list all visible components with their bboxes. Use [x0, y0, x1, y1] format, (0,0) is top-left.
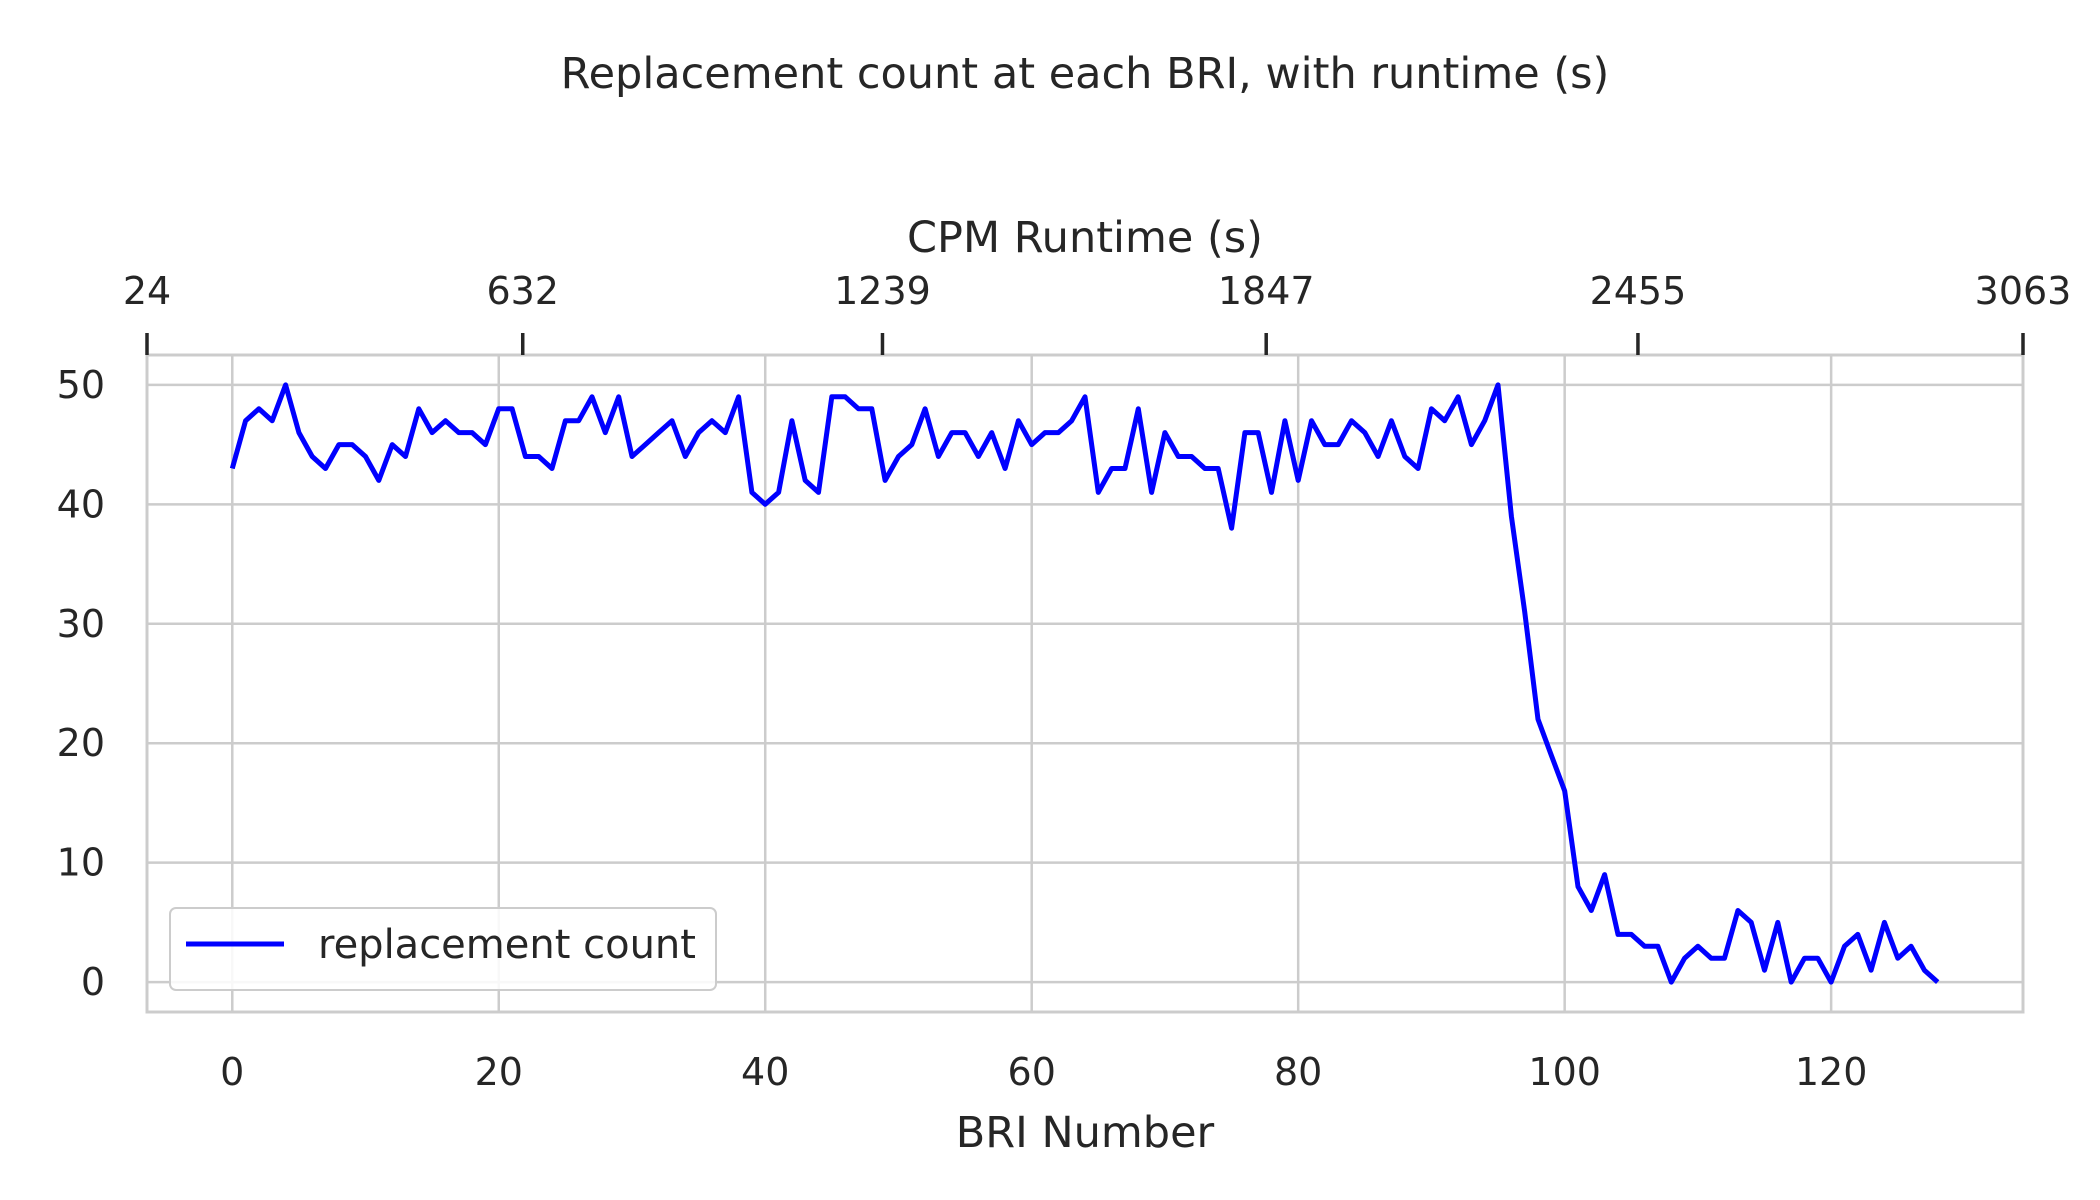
y-tick-label: 0	[81, 960, 105, 1004]
x-tick-label: 40	[741, 1050, 789, 1094]
legend: replacement count	[169, 907, 717, 991]
legend-box	[169, 907, 717, 991]
x-axis-label: BRI Number	[956, 1108, 1215, 1158]
top-tick-label: 3063	[1975, 269, 2072, 313]
x-tick-label: 80	[1274, 1050, 1322, 1094]
grid-lines	[147, 355, 2023, 1012]
y-tick-label: 10	[57, 841, 105, 885]
y-tick-label: 20	[57, 721, 105, 765]
top-tick-label: 24	[123, 269, 171, 313]
x-tick-label: 20	[475, 1050, 523, 1094]
chart-title: Replacement count at each BRI, with runt…	[561, 49, 1610, 99]
top-tick-label: 1847	[1218, 269, 1315, 313]
top-axis-ticks: 24 632 1239 1847 2455 3063	[123, 269, 2072, 355]
legend-label: replacement count	[318, 922, 696, 968]
series-layer	[229, 382, 1940, 985]
y-axis-ticks: 0 10 20 30 40 50	[57, 363, 105, 1004]
x-tick-label: 0	[220, 1050, 244, 1094]
top-tick-label: 632	[486, 269, 559, 313]
x-tick-label: 60	[1008, 1050, 1056, 1094]
y-tick-label: 30	[57, 602, 105, 646]
top-tick-label: 1239	[834, 269, 931, 313]
y-tick-label: 40	[57, 482, 105, 526]
top-axis-label: CPM Runtime (s)	[907, 213, 1263, 263]
x-axis-ticks: 0 20 40 60 80 100 120	[220, 1050, 1867, 1094]
x-tick-label: 120	[1795, 1050, 1868, 1094]
top-tick-label: 2455	[1590, 269, 1687, 313]
x-tick-label: 100	[1528, 1050, 1601, 1094]
series-line	[229, 382, 1940, 985]
y-tick-label: 50	[57, 363, 105, 407]
plot-frame	[145, 353, 2025, 1014]
